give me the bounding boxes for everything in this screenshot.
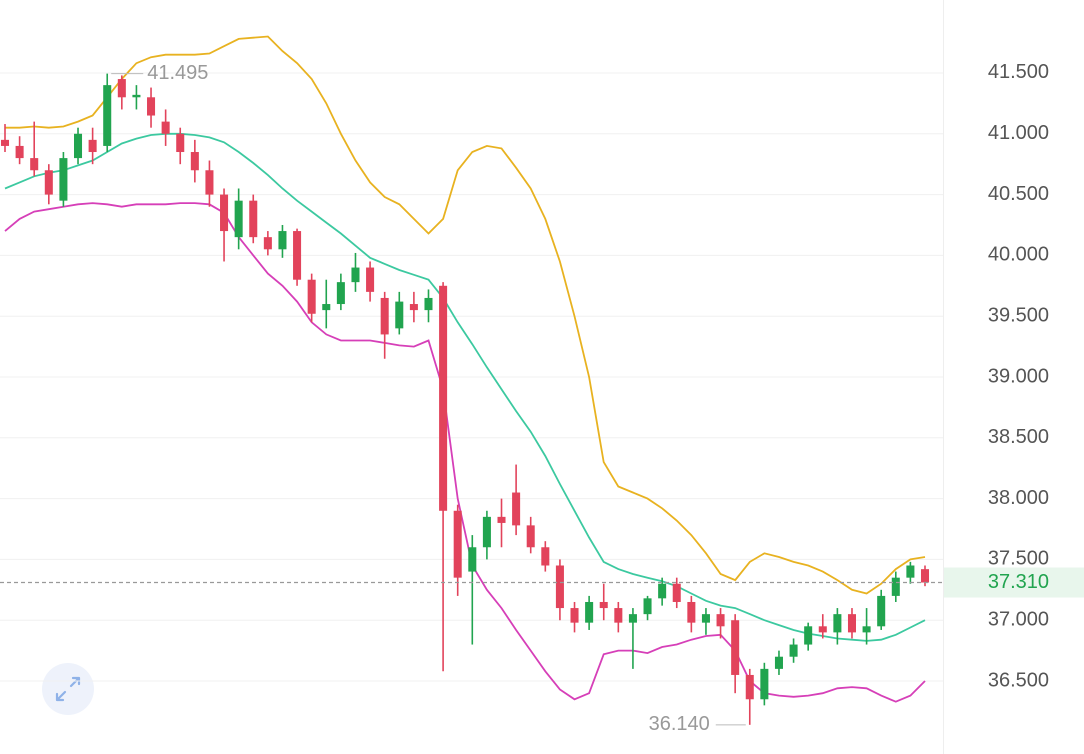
candle-body [15, 145, 24, 159]
candle-body [44, 170, 53, 195]
candle-body [249, 200, 258, 238]
candle-body [380, 297, 389, 335]
candle-body [731, 620, 740, 675]
y-tick-label: 36.500 [988, 669, 1049, 691]
candle-body [293, 231, 302, 280]
expand-button-bg[interactable] [42, 663, 94, 715]
candle-body [497, 516, 506, 523]
candle-body [351, 267, 360, 283]
candle-body [628, 614, 637, 623]
candle-body [278, 231, 287, 250]
grid [0, 72, 943, 682]
y-tick-label: 37.000 [988, 609, 1049, 631]
candle-body [920, 569, 930, 583]
candle-body [585, 601, 594, 623]
candle-body [541, 547, 550, 566]
candle-body [263, 237, 272, 250]
y-tick-label: 40.500 [988, 183, 1049, 205]
bands [4, 35, 926, 703]
y-tick-label: 38.000 [988, 487, 1049, 509]
candle-body [716, 614, 725, 627]
candle-body [74, 133, 83, 159]
candle-body [307, 279, 316, 314]
candle-body [30, 158, 39, 171]
candle-body [103, 85, 112, 146]
y-tick-label: 41.000 [988, 122, 1049, 144]
last-price-label: 37.310 [988, 571, 1049, 593]
candle-body [366, 267, 375, 292]
candle-body [658, 583, 667, 599]
candle-body [59, 158, 68, 201]
candle-body [847, 614, 856, 633]
candle-body [643, 598, 652, 615]
candle-body [789, 644, 798, 657]
candle-body [687, 601, 696, 623]
candle-body [220, 194, 229, 232]
candle-body [176, 133, 185, 153]
candle-body [906, 565, 915, 578]
candle-body [570, 608, 579, 623]
y-tick-label: 41.500 [988, 61, 1049, 83]
candle-body [599, 601, 608, 609]
band-line [4, 202, 926, 703]
candle-body [453, 510, 462, 578]
candle-body [701, 614, 710, 623]
candle-body [555, 565, 564, 609]
candle-body [818, 626, 827, 633]
y-tick-label: 38.500 [988, 426, 1049, 448]
y-tick-label: 39.500 [988, 304, 1049, 326]
candle-body [190, 152, 199, 171]
y-tick-label: 40.000 [988, 244, 1049, 266]
candle-body [482, 516, 491, 548]
candle-body [205, 170, 214, 195]
candle-body [468, 547, 477, 572]
y-tick-label: 37.500 [988, 548, 1049, 570]
candle-body [117, 79, 126, 98]
candle-body [614, 608, 623, 623]
candle-body [862, 626, 871, 633]
candle-body [322, 304, 331, 311]
candle-body [672, 583, 681, 602]
candles [0, 73, 930, 725]
candle-body [526, 525, 535, 548]
candle-body [877, 595, 886, 627]
candle-body [88, 139, 97, 153]
candle-body [891, 577, 900, 596]
candle-body [132, 94, 141, 98]
y-tick-label: 39.000 [988, 365, 1049, 387]
expand-icon[interactable] [55, 676, 81, 702]
candle-body [760, 668, 769, 700]
candle-body [409, 304, 418, 311]
candle-body [439, 285, 448, 511]
high-marker-label: 41.495 [147, 62, 208, 84]
band-line [4, 132, 926, 642]
band-line [5, 35, 926, 595]
expand-button[interactable] [42, 663, 94, 715]
candle-body [234, 200, 243, 238]
candle-body [395, 301, 404, 329]
low-marker-label: 36.140 [649, 713, 710, 735]
candle-body [512, 492, 521, 526]
candle-body [774, 656, 783, 669]
candle-body [0, 139, 10, 146]
candle-body [804, 626, 813, 645]
candle-body [336, 282, 345, 305]
candle-body [833, 614, 842, 633]
candle-body [161, 121, 170, 134]
candle-body [147, 97, 156, 116]
candle-body [745, 674, 754, 700]
candle-body [424, 297, 433, 311]
last-price-box [944, 567, 1084, 598]
